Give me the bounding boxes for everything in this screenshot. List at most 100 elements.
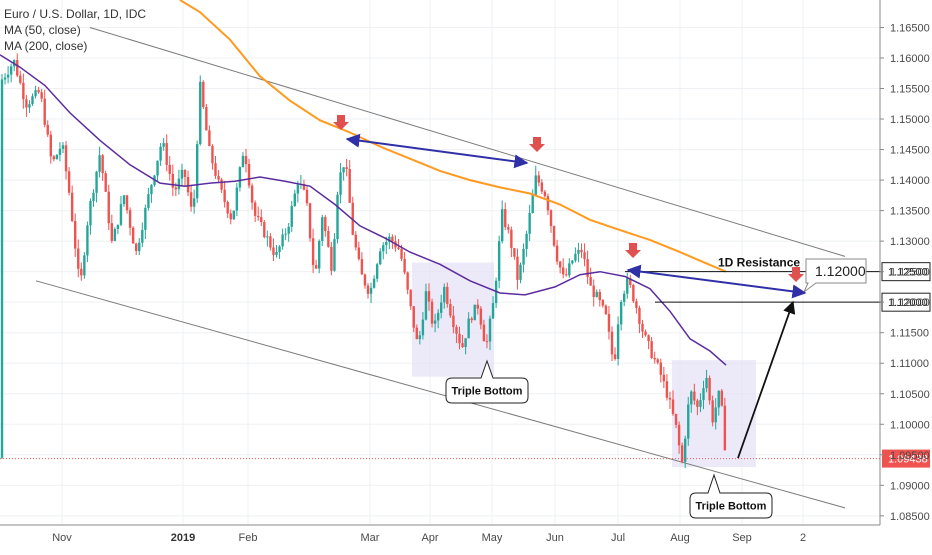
candle-body [46,124,49,135]
candle-body [562,267,565,275]
y-tick-label: 1.11000 [890,358,929,370]
candle-body [119,204,123,225]
candle-body [144,207,147,230]
candle-body [34,90,37,97]
candle-body [147,194,150,208]
y-tick-label: 1.09500 [890,450,930,462]
candle-body [101,155,104,174]
candle-body [19,75,22,83]
candle-body [696,400,699,407]
candle-body [412,306,415,328]
candle-body [220,179,223,190]
candle-body [327,231,330,247]
candle-body [650,341,653,359]
candle-body [257,215,260,218]
candle-body [74,220,77,249]
candle-body [528,213,531,234]
y-tick-label: 1.16500 [890,22,930,34]
candle-body [369,287,373,294]
candle-body [601,300,605,306]
candle-body [141,229,144,243]
candle-body [470,318,473,321]
candle-body [574,253,577,261]
candle-body [589,277,592,286]
candle-body [638,307,641,324]
candle-body [348,169,351,203]
candle-body [360,259,364,275]
candle-body [278,246,281,252]
candle-body [510,229,513,249]
candle-body [9,66,13,75]
candle-body [586,259,589,278]
candle-body [436,312,440,321]
candle-body [491,303,495,319]
candle-body [610,331,614,355]
candle-body [177,178,181,190]
candle-body [415,327,418,340]
candle-body [284,233,287,235]
candle-body [67,171,71,193]
candle-body [196,144,199,199]
candle-body [406,272,409,290]
candle-body [619,301,623,325]
candle-body [452,315,455,328]
candle-body [644,331,647,336]
target-callout-label: 1.12000 [815,263,866,279]
candle-body [104,173,107,192]
candle-body [427,291,431,302]
candle-body [680,445,684,462]
y-tick-label: 1.15500 [890,84,930,96]
candle-body [324,217,327,232]
candle-body [525,233,528,249]
candle-body [0,79,4,458]
candle-body [70,192,74,221]
candle-body [116,224,120,229]
ma200-line [179,0,727,273]
y-tick-label: 1.10000 [890,419,930,431]
candle-body [229,213,232,220]
candle-body [98,155,101,172]
candle-body [693,391,696,401]
candle-body [366,285,370,294]
candle-body [3,77,7,80]
candle-body [150,184,153,195]
y-tick-label: 1.16000 [890,53,930,65]
candle-body [497,241,501,281]
candle-body [238,167,242,188]
candle-body [174,187,178,190]
candle-body [260,217,263,223]
blue-connector-right [626,264,807,299]
candle-body [232,210,235,220]
candle-body [543,191,547,197]
candles [0,53,727,469]
candle-body [156,160,159,176]
candle-body [690,391,693,405]
candle-body [314,265,318,269]
candle-body [604,305,608,314]
resistance-label: 1D Resistance [718,256,800,270]
candle-body [49,134,52,157]
candle-body [662,374,666,382]
candle-body [266,236,269,238]
legend-ma200: MA (200, close) [4,39,88,53]
candle-body [540,182,544,192]
candle-body [205,107,208,131]
candle-body [571,260,574,264]
candle-body [186,177,190,193]
candle-body [537,175,540,183]
triple-bottom-callout-1 [445,359,529,404]
x-tick-label: Aug [670,532,690,544]
candle-body [16,60,19,76]
candle-body [241,155,245,168]
candle-body [165,143,168,165]
red-down-arrow-4 [788,267,804,282]
candle-body [211,145,214,164]
candle-body [61,145,65,149]
candle-body [43,98,46,125]
candle-body [534,175,537,196]
candle-body [723,405,727,451]
axes: 1.16500 1.16000 1.15500 1.15000 1.14500 1.140… [0,0,930,544]
candle-body [223,189,226,202]
